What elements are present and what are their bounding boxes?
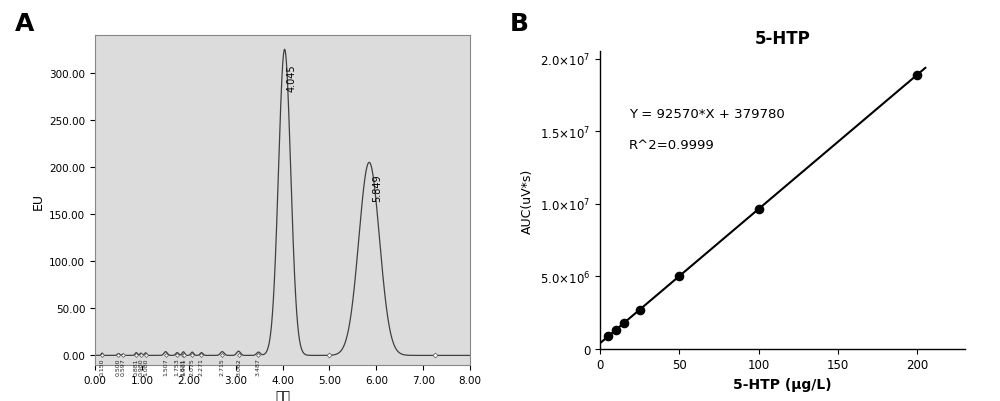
Point <box>671 273 687 280</box>
Y-axis label: EU: EU <box>32 192 45 209</box>
Text: 2.715: 2.715 <box>220 357 225 375</box>
Text: 3.062: 3.062 <box>236 357 241 375</box>
Text: 4.045: 4.045 <box>286 64 296 92</box>
Point <box>608 327 624 333</box>
Point <box>632 307 648 313</box>
Text: 3.487: 3.487 <box>256 357 261 375</box>
X-axis label: 5-HTP (μg/L): 5-HTP (μg/L) <box>733 377 832 391</box>
Text: B: B <box>510 12 529 36</box>
Text: 5.849: 5.849 <box>372 174 382 202</box>
X-axis label: 分钟: 分钟 <box>275 389 290 401</box>
Text: R^2=0.9999: R^2=0.9999 <box>629 139 714 152</box>
Text: 1.080: 1.080 <box>143 357 148 375</box>
Text: 0.881: 0.881 <box>134 357 139 375</box>
Text: A: A <box>15 12 34 36</box>
Point <box>600 333 616 340</box>
Text: Y = 92570*X + 379780: Y = 92570*X + 379780 <box>629 107 784 120</box>
Text: 2.271: 2.271 <box>199 357 204 375</box>
Text: 1.753: 1.753 <box>175 357 180 375</box>
Point <box>751 206 767 213</box>
Text: 1.901: 1.901 <box>182 357 187 375</box>
Title: 5-HTP: 5-HTP <box>755 30 810 48</box>
Text: 1.871: 1.871 <box>180 357 185 375</box>
Point <box>616 320 632 326</box>
Y-axis label: AUC(uV*s): AUC(uV*s) <box>521 168 534 233</box>
Text: 0.597: 0.597 <box>120 357 125 375</box>
Text: 2.075: 2.075 <box>190 357 195 375</box>
Text: 1.507: 1.507 <box>163 357 168 375</box>
Text: 0.150: 0.150 <box>100 357 105 375</box>
Point <box>909 72 925 79</box>
Text: 0.980: 0.980 <box>138 357 143 375</box>
Text: 0.500: 0.500 <box>116 357 121 375</box>
